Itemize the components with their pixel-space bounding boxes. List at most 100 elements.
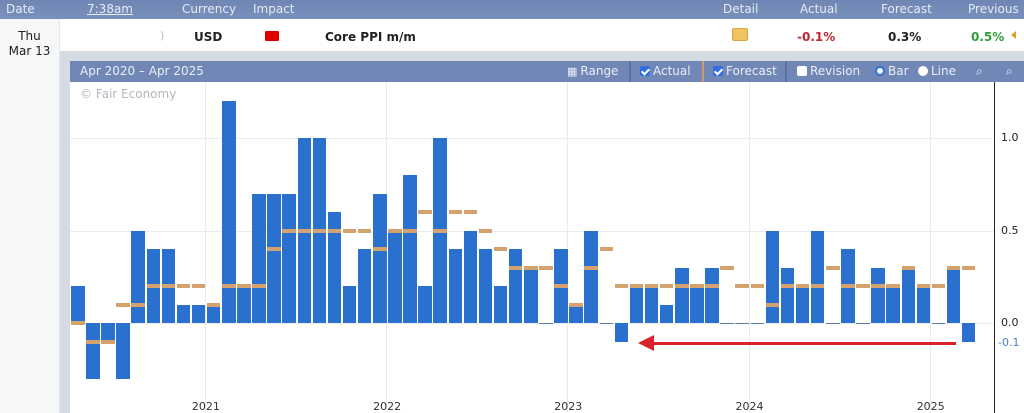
detail-folder-icon[interactable] (732, 28, 748, 41)
actual-bar[interactable] (373, 193, 387, 323)
forecast-marker (373, 247, 387, 251)
actual-bar[interactable] (856, 323, 870, 324)
actual-bar[interactable] (101, 323, 115, 342)
actual-bar[interactable] (659, 304, 674, 323)
actual-bar[interactable] (282, 193, 296, 323)
event-actual: -0.1% (797, 30, 836, 44)
actual-bar[interactable] (795, 286, 810, 323)
line-radio[interactable] (918, 66, 928, 76)
actual-bar[interactable] (463, 230, 478, 323)
actual-bar[interactable] (237, 286, 251, 323)
actual-bar[interactable] (403, 175, 417, 323)
actual-bar[interactable] (206, 304, 221, 323)
actual-bar[interactable] (191, 304, 206, 323)
actual-bar[interactable] (478, 249, 493, 323)
zoom-out-button[interactable]: ⌕ (1006, 64, 1013, 79)
actual-bar[interactable] (508, 249, 523, 323)
actual-bar[interactable] (690, 286, 704, 323)
forecast-marker (916, 284, 931, 288)
high-impact-icon[interactable] (265, 31, 279, 41)
actual-bar[interactable] (493, 286, 508, 323)
actual-bar[interactable] (569, 304, 583, 323)
actual-bar[interactable] (901, 267, 915, 323)
revision-toggle[interactable]: Revision (797, 64, 860, 78)
actual-bar[interactable] (252, 193, 266, 323)
actual-bar[interactable] (342, 286, 357, 323)
divider (702, 61, 704, 82)
actual-bar[interactable] (629, 286, 644, 323)
forecast-marker (584, 265, 598, 270)
actual-bar[interactable] (916, 286, 931, 323)
actual-bar[interactable] (222, 101, 236, 323)
actual-bar[interactable] (327, 212, 342, 323)
forecast-checkbox[interactable] (713, 66, 723, 76)
actual-bar[interactable] (871, 267, 885, 323)
actual-bar[interactable] (86, 323, 100, 379)
red-arrow-head (638, 335, 654, 351)
year-gridline (386, 82, 388, 413)
actual-bar[interactable] (810, 230, 825, 323)
actual-bar[interactable] (448, 249, 462, 323)
actual-bar[interactable] (614, 323, 629, 342)
forecast-marker (282, 228, 296, 233)
actual-bar[interactable] (176, 304, 191, 323)
actual-bar[interactable] (826, 323, 840, 324)
forecast-marker (71, 321, 85, 325)
forecast-marker (539, 265, 553, 270)
actual-bar[interactable] (71, 286, 85, 323)
actual-bar[interactable] (705, 267, 719, 323)
forecast-marker (901, 265, 915, 270)
line-option[interactable]: Line (918, 64, 956, 78)
actual-bar[interactable] (765, 230, 780, 323)
actual-bar[interactable] (946, 267, 961, 323)
forecast-marker (826, 265, 840, 270)
actual-bar[interactable] (599, 323, 613, 324)
event-name[interactable]: Core PPI m/m (325, 30, 416, 44)
actual-bar[interactable] (116, 323, 130, 379)
bar-radio[interactable] (875, 66, 885, 76)
actual-bar[interactable] (675, 267, 689, 323)
forecast-marker (599, 247, 613, 251)
gridline (70, 230, 994, 232)
time-link[interactable]: 7:38am (87, 2, 133, 16)
chart-plot-area[interactable]: © Fair Economy 2021 2022 2023 2024 2025 (70, 82, 994, 413)
actual-bar[interactable] (961, 323, 976, 342)
actual-bar[interactable] (267, 193, 281, 323)
actual-bar[interactable] (750, 323, 764, 324)
actual-toggle[interactable]: Actual (640, 64, 691, 78)
actual-bar[interactable] (418, 286, 432, 323)
divider (629, 61, 631, 82)
forecast-marker (101, 339, 115, 344)
actual-bar[interactable] (931, 323, 946, 324)
forecast-toggle[interactable]: Forecast (713, 64, 777, 78)
forecast-marker (267, 247, 281, 251)
actual-bar[interactable] (524, 267, 538, 323)
forecast-marker (810, 284, 825, 288)
actual-bar[interactable] (131, 230, 145, 323)
forecast-marker (720, 265, 734, 270)
actual-bar[interactable] (357, 249, 372, 323)
actual-bar[interactable] (539, 323, 553, 324)
forecast-marker (705, 284, 719, 288)
bar-option[interactable]: Bar (875, 64, 909, 78)
event-date: Mar 13 (8, 44, 51, 58)
forecast-marker (222, 284, 236, 288)
zoom-in-button[interactable]: ⌕ (976, 64, 983, 79)
range-button[interactable]: ▦ Range (567, 64, 619, 78)
actual-bar[interactable] (644, 286, 659, 323)
actual-bar[interactable] (388, 230, 402, 323)
forecast-marker (388, 228, 402, 233)
forecast-marker (871, 284, 885, 288)
event-row[interactable]: ) USD Core PPI m/m -0.1% 0.3% 0.5% (0, 19, 1024, 51)
actual-bar[interactable] (735, 323, 749, 324)
actual-bar[interactable] (584, 230, 598, 323)
actual-checkbox[interactable] (640, 66, 650, 76)
revision-checkbox[interactable] (797, 66, 807, 76)
revision-marker-icon (1011, 31, 1016, 39)
forecast-marker (569, 302, 583, 307)
actual-bar[interactable] (780, 267, 795, 323)
col-detail: Detail (723, 2, 759, 16)
forecast-marker (886, 284, 900, 288)
actual-bar[interactable] (886, 286, 900, 323)
actual-bar[interactable] (720, 323, 734, 324)
